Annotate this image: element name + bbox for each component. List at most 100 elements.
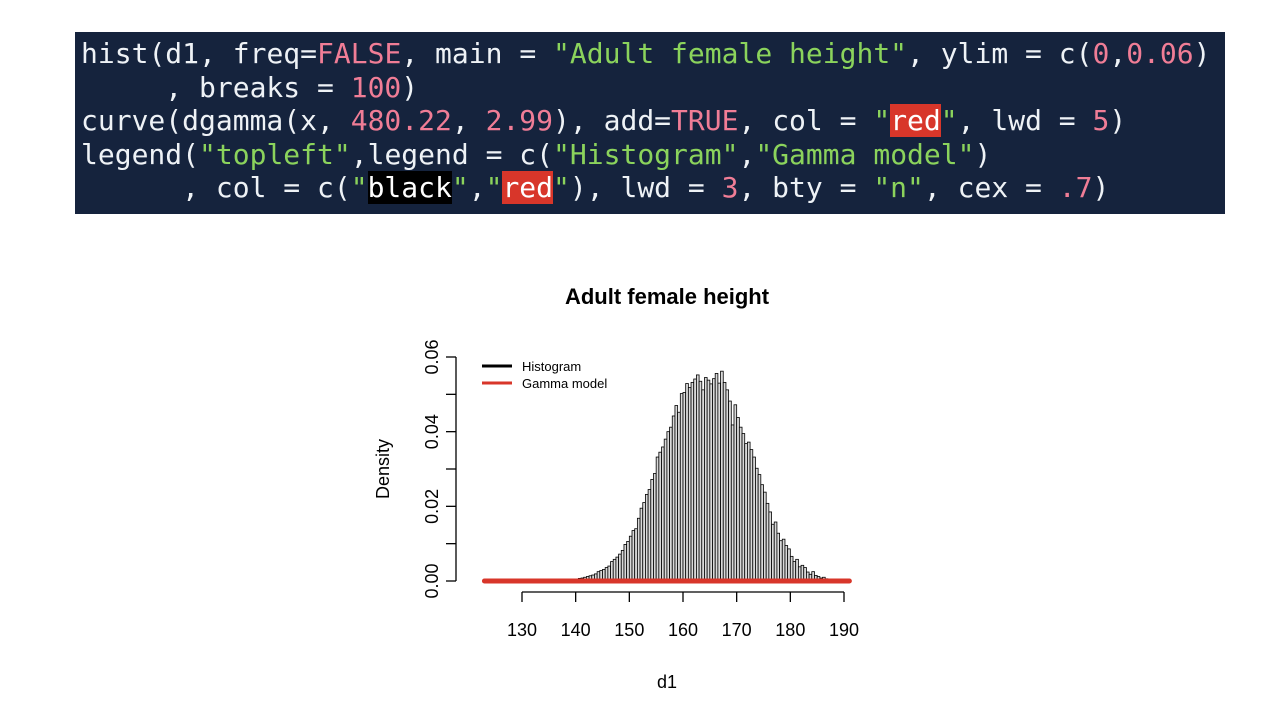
code-token: hist: [81, 37, 149, 70]
histogram-bar: [647, 489, 652, 582]
histogram-bar: [792, 561, 797, 582]
code-token: "Histogram": [553, 137, 739, 171]
code-token: , col = c(: [81, 171, 351, 204]
histogram-bar: [755, 467, 759, 582]
code-token: "n": [873, 171, 924, 204]
histogram-bar: [658, 451, 662, 582]
code-token: ": [873, 104, 891, 137]
legend: Histogram Gamma model: [482, 359, 607, 391]
code-token: ), lwd =: [569, 171, 722, 204]
code-token: ): [1109, 104, 1127, 137]
histogram-bar: [733, 404, 738, 582]
x-tick-label: 170: [722, 620, 752, 640]
histogram-bar: [706, 379, 711, 582]
histogram-bar: [650, 479, 654, 582]
histogram-bar: [789, 555, 794, 582]
code-token: ): [401, 70, 419, 104]
histogram-bar: [666, 431, 670, 582]
code-token: 480.22: [350, 104, 452, 137]
histogram-bar: [698, 380, 703, 582]
histogram-bar: [636, 517, 641, 582]
code-token: "Gamma model": [755, 137, 975, 171]
code-token: ": [350, 171, 368, 204]
code-token: FALSE: [317, 37, 402, 70]
histogram-bar: [623, 544, 628, 582]
histogram-bar: [709, 383, 713, 582]
code-token: 5: [1092, 104, 1110, 137]
code-token: (d1, freq=: [148, 37, 318, 70]
histogram-bar: [787, 548, 791, 582]
code-token: ": [451, 171, 469, 204]
code-token: legend(: [81, 137, 200, 171]
histogram-bar: [712, 378, 716, 582]
code-token: ,: [468, 171, 486, 204]
histogram-bar: [687, 387, 692, 582]
histogram-bar: [610, 561, 614, 582]
histogram-bar: [677, 411, 681, 582]
histogram-bar: [693, 378, 697, 582]
x-tick-label: 130: [507, 620, 537, 640]
x-axis-label: d1: [657, 672, 677, 692]
histogram-bar: [634, 528, 638, 582]
code-token: TRUE: [671, 104, 739, 137]
code-token: , bty =: [738, 171, 874, 204]
code-line: legend("topleft",legend = c("Histogram",…: [81, 138, 1225, 172]
x-tick-label: 160: [668, 620, 698, 640]
code-token: , lwd =: [957, 104, 1093, 137]
code-token: "Adult female height": [553, 37, 908, 70]
histogram-bar: [653, 473, 657, 582]
legend-label-histogram: Histogram: [522, 359, 581, 374]
y-tick-label: 0.04: [422, 414, 442, 449]
histogram-bar: [760, 484, 764, 582]
histogram-bar: [747, 441, 751, 582]
histogram-bar: [717, 382, 721, 582]
code-token: 100: [350, 70, 402, 104]
histogram-bar: [779, 540, 783, 582]
histogram-bar: [728, 400, 732, 582]
code-line: , col = c("black","red"), lwd = 3, bty =…: [81, 171, 1225, 205]
code-token: ,: [1109, 37, 1127, 70]
code-token: 0.06: [1126, 37, 1194, 70]
x-tick-label: 150: [614, 620, 644, 640]
histogram-bar: [725, 389, 730, 582]
code-line: , breaks = 100): [81, 71, 1225, 105]
code-token: ": [553, 171, 570, 204]
code-line: curve(dgamma(x, 480.22, 2.99), add=TRUE,…: [81, 104, 1225, 138]
histogram-bar: [612, 558, 617, 582]
code-token: ): [1193, 37, 1211, 70]
histogram-bar: [781, 538, 786, 582]
y-tick-label: 0.02: [422, 489, 442, 524]
histogram-bar: [661, 446, 665, 582]
histogram-bar: [730, 424, 735, 582]
code-token: , breaks =: [81, 70, 351, 104]
histogram-bar: [671, 415, 676, 582]
histogram-bar: [663, 438, 668, 582]
code-token: ,: [738, 137, 756, 171]
histogram-bar: [685, 383, 689, 582]
histogram-bar: [720, 370, 724, 582]
histogram-bar: [655, 456, 660, 582]
code-token: ,legend = c(: [350, 137, 554, 171]
code-token: , ylim = c(: [907, 37, 1093, 70]
code-token: 3: [721, 171, 739, 204]
histogram-bar: [773, 521, 778, 582]
y-tick-label: 0.06: [422, 339, 442, 374]
code-token: , cex =: [923, 171, 1059, 204]
code-token: ): [974, 137, 992, 171]
histogram-bar: [741, 433, 746, 582]
histogram-bar: [620, 549, 625, 582]
histogram-bar: [690, 381, 695, 582]
code-token: ), add=: [553, 104, 672, 137]
code-token: curve(dgamma(x,: [81, 104, 351, 137]
code-token: ,: [451, 104, 486, 137]
histogram-bar: [696, 374, 700, 582]
code-token: 0: [1092, 37, 1110, 70]
code-token: , col =: [738, 104, 874, 137]
histogram-bar: [757, 474, 762, 582]
histogram-bar: [738, 426, 743, 582]
histogram-bar: [631, 530, 636, 582]
chart-title: Adult female height: [565, 284, 770, 309]
histogram-bar: [679, 393, 684, 582]
histogram-bar: [701, 389, 705, 582]
